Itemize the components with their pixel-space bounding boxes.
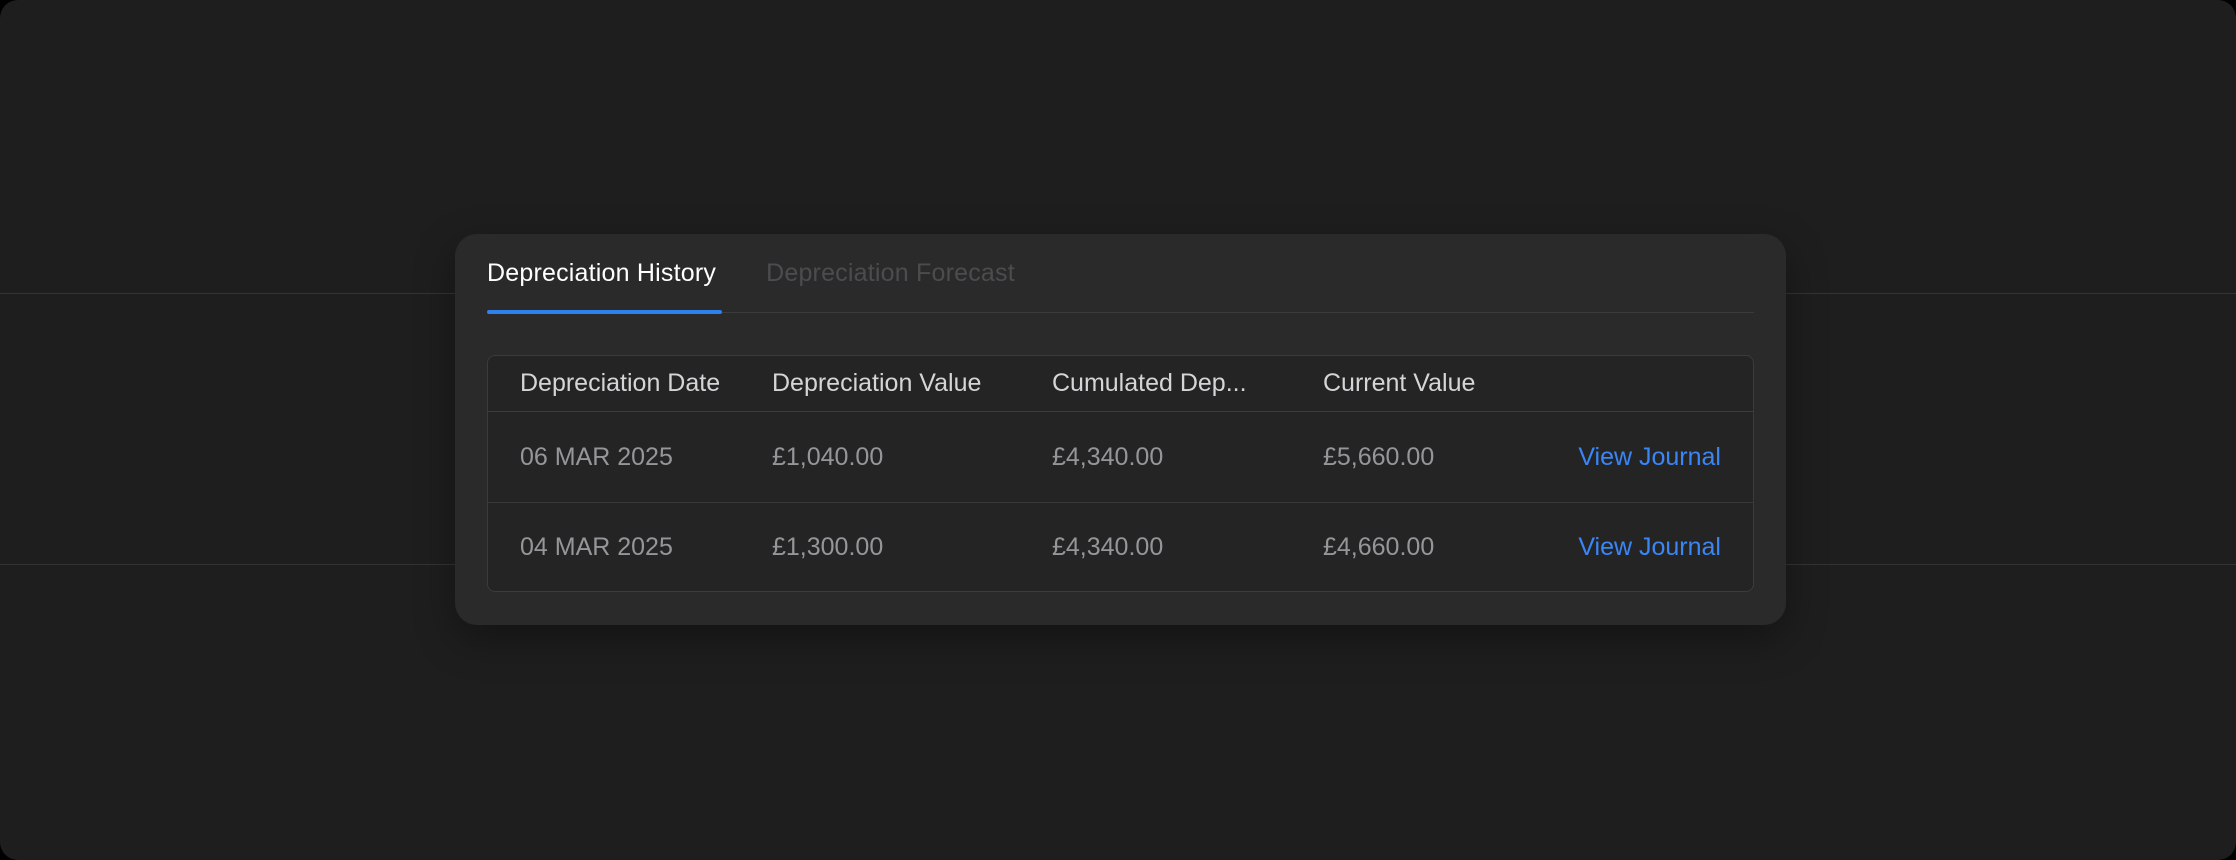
column-header-depreciation-value: Depreciation Value xyxy=(772,369,982,397)
column-header-depreciation-date: Depreciation Date xyxy=(520,369,721,397)
cell-action: View Journal xyxy=(1521,533,1721,562)
table-row: 06 MAR 2025 £1,040.00 £4,340.00 £5,660.0… xyxy=(488,412,1753,502)
cell-depreciation-date: 04 MAR 2025 xyxy=(520,533,673,561)
view-journal-link[interactable]: View Journal xyxy=(1578,442,1721,471)
tab-depreciation-forecast[interactable]: Depreciation Forecast xyxy=(766,234,1015,312)
cell-action: View Journal xyxy=(1521,443,1721,472)
cell-cumulated-depreciation: £4,340.00 xyxy=(1052,533,1164,561)
cell-depreciation-date: 06 MAR 2025 xyxy=(520,442,673,471)
view-journal-link[interactable]: View Journal xyxy=(1578,533,1721,561)
depreciation-card: Depreciation History Depreciation Foreca… xyxy=(455,234,1786,625)
cell-depreciation-value: £1,300.00 xyxy=(772,533,884,561)
tab-bar: Depreciation History Depreciation Foreca… xyxy=(487,234,1754,314)
cell-cumulated-depreciation: £4,340.00 xyxy=(1052,442,1164,471)
depreciation-history-table: Depreciation Date Depreciation Value Cum… xyxy=(487,355,1754,592)
table-row: 04 MAR 2025 £1,300.00 £4,340.00 £4,660.0… xyxy=(488,502,1753,591)
cell-depreciation-value: £1,040.00 xyxy=(772,442,884,471)
table-header-row: Depreciation Date Depreciation Value Cum… xyxy=(488,356,1753,412)
cell-current-value: £5,660.00 xyxy=(1323,442,1435,471)
cell-current-value: £4,660.00 xyxy=(1323,533,1435,561)
tab-depreciation-history[interactable]: Depreciation History xyxy=(487,234,723,314)
column-header-cumulated-depreciation: Cumulated Dep... xyxy=(1052,369,1247,397)
column-header-current-value: Current Value xyxy=(1323,369,1476,397)
